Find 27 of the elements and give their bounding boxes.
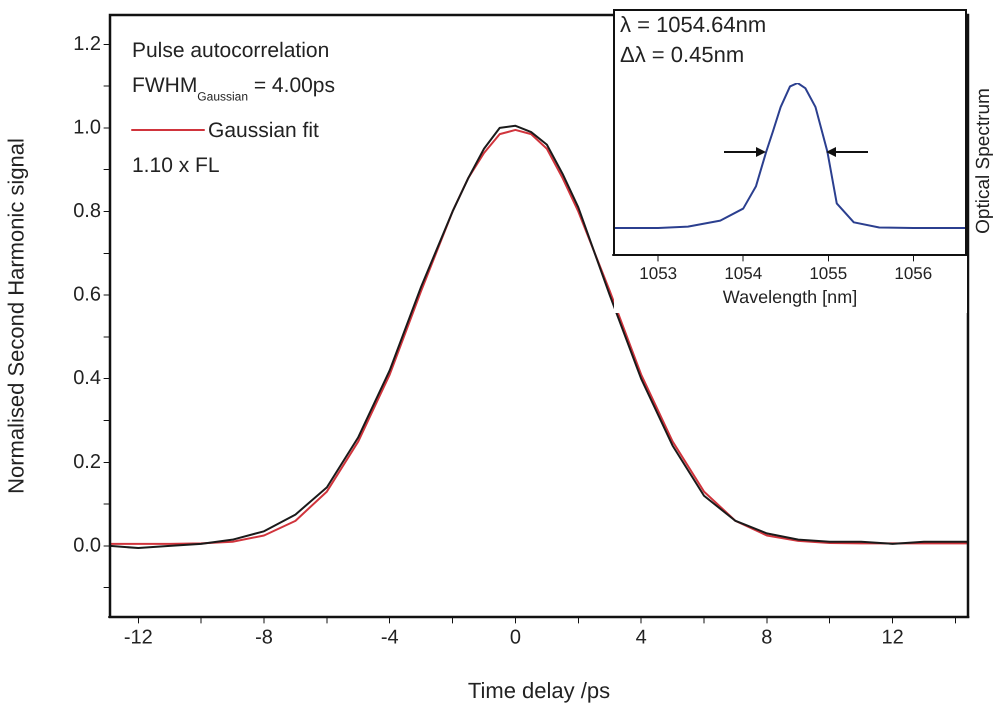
y-tick-label: 1.2 <box>73 32 101 55</box>
x-tick-label: 1054 <box>724 264 762 283</box>
x-tick-label: 0 <box>510 626 521 649</box>
annotation: Δλ = 0.45nm <box>620 42 744 67</box>
x-tick-label: 4 <box>636 626 647 649</box>
x-tick-label: 12 <box>881 626 904 649</box>
x-tick-label: 1055 <box>809 264 848 283</box>
annotation: λ = 1054.64nm <box>620 12 766 37</box>
annotation: 1.10 x FL <box>132 154 220 177</box>
y-tick-label: 1.0 <box>73 116 101 138</box>
x-axis-title: Time delay /ps <box>468 678 610 703</box>
x-tick-label: -12 <box>124 626 153 649</box>
y-tick-label: 0.2 <box>73 450 101 473</box>
y-tick-label: 0.6 <box>73 284 101 306</box>
y-axis-title: Normalised Second Harmonic signal <box>3 138 28 494</box>
y-tick-label: 0.0 <box>73 534 101 556</box>
x-axis-title: Wavelength [nm] <box>722 287 858 308</box>
y-axis-title: Optical Spectrum <box>973 88 995 234</box>
x-tick-label: -8 <box>255 626 273 649</box>
x-tick-label: -4 <box>380 626 399 649</box>
x-tick-label: 1056 <box>894 264 932 283</box>
y-tick-label: 0.8 <box>73 200 101 222</box>
y-tick-label: 0.4 <box>73 367 101 390</box>
x-tick-label: 1053 <box>639 264 678 283</box>
x-tick-label: 8 <box>761 626 772 649</box>
annotation: Pulse autocorrelation <box>132 39 330 62</box>
legend-label: Gaussian fit <box>208 119 320 142</box>
